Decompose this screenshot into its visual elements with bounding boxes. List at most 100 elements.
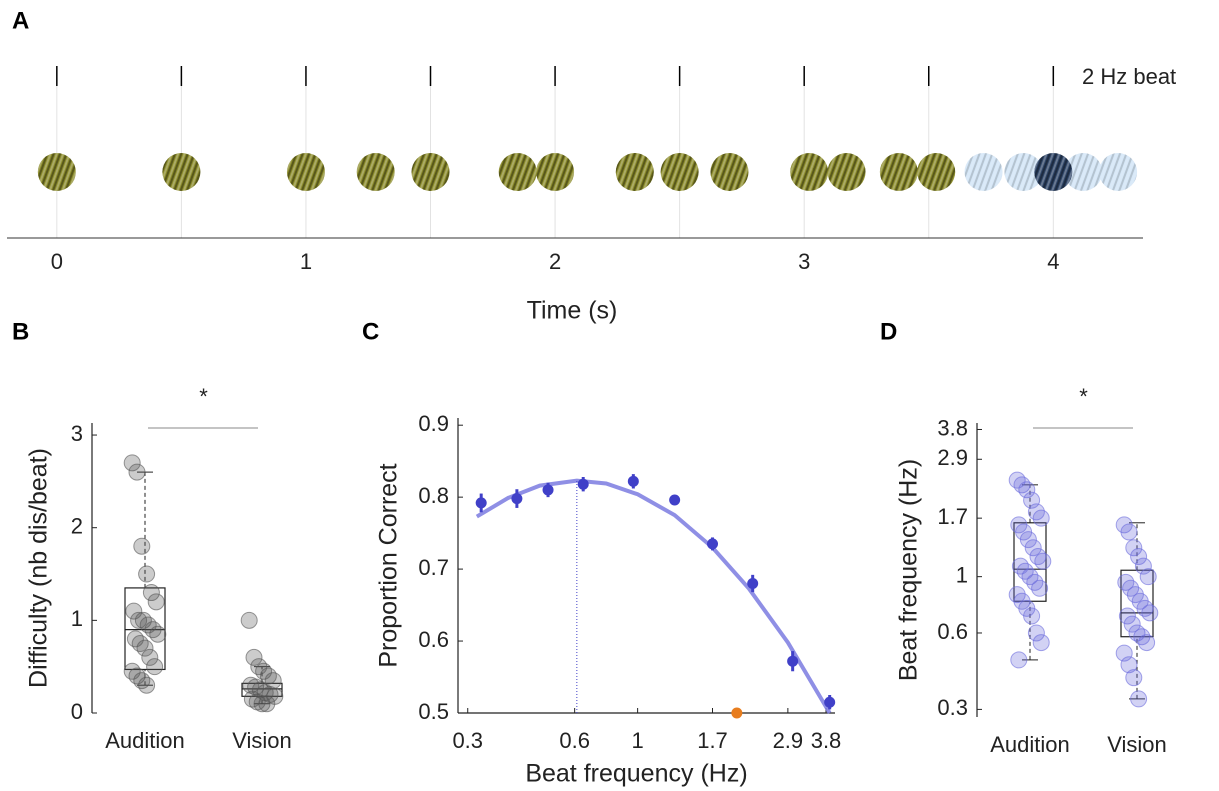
y-tick-label: 0.5 bbox=[418, 699, 449, 724]
x-tick-label: 0.3 bbox=[452, 728, 483, 753]
data-point bbox=[707, 538, 719, 550]
y-tick-label: 3.8 bbox=[937, 415, 968, 440]
y-tick-label: 0.8 bbox=[418, 483, 449, 508]
data-point bbox=[258, 695, 276, 713]
data-point bbox=[1027, 624, 1045, 642]
y-tick-label: 0.6 bbox=[937, 619, 968, 644]
y-axis-label: Beat frequency (Hz) bbox=[895, 459, 923, 681]
x-axis-label: Beat frequency (Hz) bbox=[525, 760, 747, 788]
y-tick-label: 0.9 bbox=[418, 411, 449, 436]
data-point bbox=[511, 493, 523, 505]
significance-label: * bbox=[199, 384, 208, 409]
data-point bbox=[131, 635, 149, 653]
y-tick-label: 3 bbox=[71, 421, 83, 446]
data-point bbox=[1021, 568, 1039, 586]
panel-label: B bbox=[12, 318, 29, 345]
data-point bbox=[1139, 568, 1157, 586]
data-point bbox=[577, 478, 589, 490]
y-axis-label: Proportion Correct bbox=[375, 463, 403, 667]
x-tick-label: 3.8 bbox=[811, 728, 842, 753]
data-point bbox=[123, 454, 141, 472]
data-point bbox=[138, 676, 156, 694]
x-tick-label: 1.7 bbox=[697, 728, 728, 753]
y-tick-label: 1 bbox=[71, 606, 83, 631]
data-point bbox=[138, 565, 156, 583]
grating bbox=[615, 153, 654, 191]
data-point bbox=[130, 611, 148, 629]
data-point bbox=[149, 625, 167, 643]
y-tick-label: 1.7 bbox=[937, 504, 968, 529]
x-tick-label: 3 bbox=[798, 249, 810, 274]
data-point bbox=[1136, 599, 1154, 617]
grating bbox=[1064, 153, 1103, 191]
x-tick-label: Vision bbox=[1107, 732, 1167, 757]
grating bbox=[964, 153, 1003, 191]
grating bbox=[710, 153, 749, 191]
panel-label: A bbox=[12, 7, 29, 34]
data-point bbox=[259, 667, 277, 685]
y-tick-label: 0.6 bbox=[418, 627, 449, 652]
data-point bbox=[1032, 634, 1050, 652]
grating bbox=[879, 153, 918, 191]
data-point bbox=[787, 655, 799, 667]
y-tick-label: 0 bbox=[71, 699, 83, 724]
data-point bbox=[133, 537, 151, 555]
y-tick-label: 2.9 bbox=[937, 445, 968, 470]
data-point bbox=[627, 475, 639, 487]
fit-curve bbox=[475, 478, 832, 715]
data-point bbox=[1023, 607, 1041, 625]
x-tick-label: Audition bbox=[990, 732, 1070, 757]
data-point bbox=[1010, 651, 1028, 669]
grating bbox=[1004, 153, 1043, 191]
x-tick-label: 2.9 bbox=[773, 728, 804, 753]
data-point bbox=[144, 621, 162, 639]
x-tick-label: 4 bbox=[1047, 249, 1059, 274]
y-tick-label: 0.7 bbox=[418, 555, 449, 580]
data-point bbox=[475, 497, 487, 509]
data-point bbox=[1120, 523, 1138, 541]
data-point bbox=[1134, 557, 1152, 575]
data-point bbox=[1130, 690, 1148, 708]
data-point bbox=[747, 577, 759, 589]
data-point bbox=[240, 611, 258, 629]
data-point bbox=[1125, 539, 1143, 557]
panel-label: D bbox=[880, 318, 897, 345]
y-tick-label: 2 bbox=[71, 514, 83, 539]
data-point bbox=[1120, 656, 1138, 674]
grating bbox=[660, 153, 699, 191]
data-point bbox=[253, 695, 271, 713]
x-tick-label: Audition bbox=[105, 728, 185, 753]
data-point bbox=[1138, 634, 1156, 652]
x-axis-label: Time (s) bbox=[527, 297, 618, 325]
data-point bbox=[1011, 557, 1029, 575]
grating bbox=[498, 153, 537, 191]
y-tick-label: 1 bbox=[956, 562, 968, 587]
grating bbox=[37, 153, 76, 191]
grating bbox=[917, 153, 956, 191]
x-tick-label: 1 bbox=[300, 249, 312, 274]
x-tick-label: 1 bbox=[632, 728, 644, 753]
panel-label: C bbox=[362, 318, 379, 345]
grating bbox=[286, 153, 325, 191]
data-point bbox=[1034, 552, 1052, 570]
data-point bbox=[1130, 548, 1148, 566]
data-point bbox=[141, 648, 159, 666]
x-tick-label: 2 bbox=[549, 249, 561, 274]
marker-point bbox=[731, 707, 743, 719]
data-point bbox=[1018, 481, 1036, 499]
data-point bbox=[1141, 604, 1159, 622]
data-point bbox=[1024, 539, 1042, 557]
data-point bbox=[142, 584, 160, 602]
data-point bbox=[128, 463, 146, 481]
data-point bbox=[1118, 607, 1136, 625]
grating bbox=[1099, 153, 1138, 191]
data-point bbox=[146, 658, 164, 676]
data-point bbox=[1032, 509, 1050, 527]
grating bbox=[162, 153, 201, 191]
grating bbox=[790, 153, 829, 191]
grating bbox=[827, 153, 866, 191]
y-axis-label: Difficulty (nb dis/beat) bbox=[25, 448, 53, 688]
grating bbox=[1034, 153, 1073, 191]
